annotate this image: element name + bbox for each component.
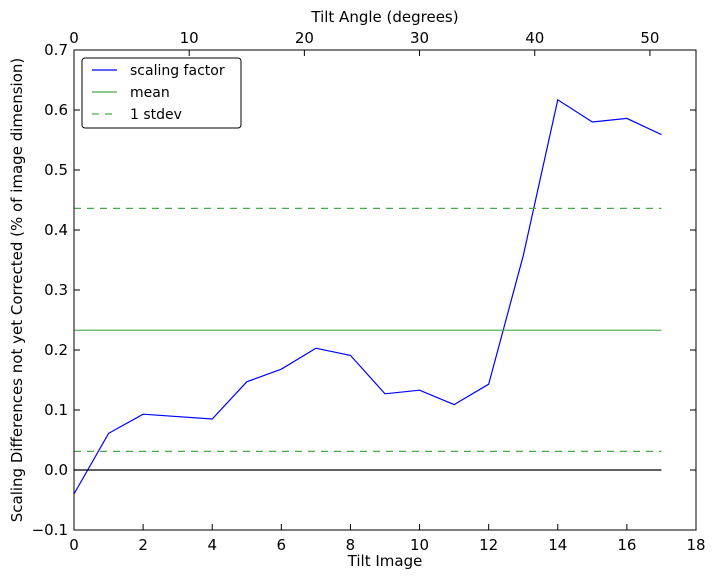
y-tick-label: 0.4 (44, 221, 68, 239)
top-x-axis-ticks: 0 10 20 30 40 50 (69, 29, 659, 56)
y-axis-title: Scaling Differences not yet Corrected (%… (8, 58, 26, 523)
x-tick-label: 8 (346, 536, 356, 554)
top-x-axis-title: Tilt Angle (degrees) (310, 8, 458, 26)
x-axis-ticks: 0 2 4 6 8 10 12 14 16 18 (69, 524, 706, 554)
y-tick-label: 0.1 (44, 401, 68, 419)
legend-box (81, 57, 242, 129)
top-x-tick-label: 30 (410, 29, 429, 47)
series-line-scaling-factor (73, 98, 662, 495)
x-tick-label: 10 (410, 536, 429, 554)
x-tick-label: 14 (548, 536, 567, 554)
y-tick-label: 0.2 (44, 341, 68, 359)
top-x-tick-label: 20 (295, 29, 314, 47)
legend-label-scaling-factor: scaling factor (130, 63, 225, 79)
y-tick-label: 0.7 (44, 41, 68, 59)
y-tick-label: 0.5 (44, 161, 68, 179)
top-x-tick-label: 50 (640, 29, 659, 47)
top-x-tick-label: 40 (525, 29, 544, 47)
legend: scaling factor mean 1 stdev (81, 57, 242, 129)
y-tick-label: −0.1 (32, 521, 68, 539)
legend-label-mean: mean (130, 85, 170, 101)
x-tick-label: 16 (617, 536, 636, 554)
top-x-tick-label: 10 (180, 29, 199, 47)
y-tick-label: 0.3 (44, 281, 68, 299)
y-tick-label: 0.6 (44, 101, 68, 119)
x-tick-label: 4 (207, 536, 217, 554)
x-tick-label: 2 (138, 536, 148, 554)
x-tick-label: 12 (479, 536, 498, 554)
x-tick-label: 18 (686, 536, 705, 554)
legend-label-1-stdev: 1 stdev (130, 107, 182, 123)
x-tick-label: 0 (69, 536, 79, 554)
plot-lines (73, 98, 662, 495)
y-tick-label: 0.0 (44, 461, 68, 479)
top-x-tick-label: 0 (69, 29, 79, 47)
y-axis-ticks: −0.1 0.0 0.1 0.2 0.3 0.4 0.5 0.6 0.7 (32, 41, 696, 539)
x-tick-label: 6 (277, 536, 287, 554)
x-axis-title: Tilt Image (347, 552, 423, 570)
